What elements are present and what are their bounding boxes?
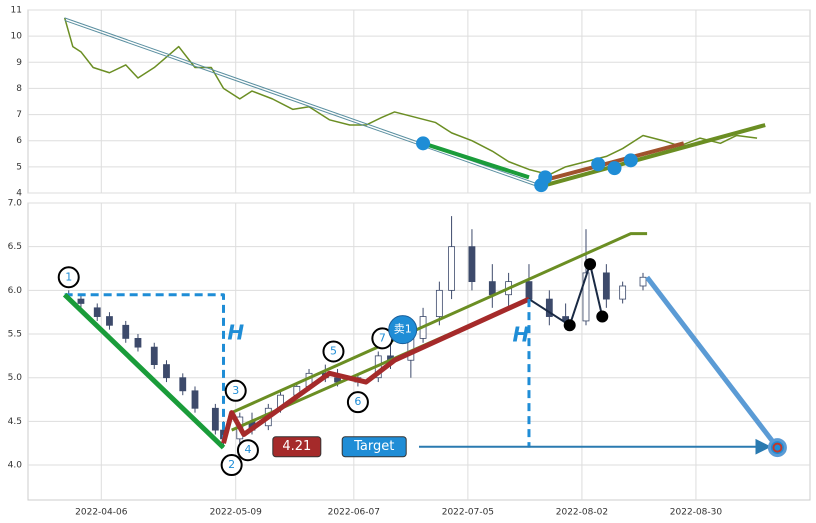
candle-body: [448, 246, 455, 291]
y-tick-label: 7: [16, 110, 22, 120]
wave-label: 4: [244, 443, 251, 456]
wave-circle: [322, 340, 345, 363]
y-tick-label: 8: [16, 84, 22, 94]
price-box-label: Target: [353, 439, 394, 454]
candle-body: [134, 337, 142, 348]
candle-body: [602, 272, 610, 300]
pattern-line: [422, 141, 530, 180]
target-dot: [772, 442, 783, 453]
price-box: [272, 436, 322, 458]
pattern-line: [528, 263, 604, 327]
price-line: [63, 17, 758, 176]
wave-circle: [220, 454, 243, 477]
y-tick-label: 7.0: [8, 199, 23, 209]
candle-body: [619, 285, 627, 300]
y-tick-label: 11: [11, 6, 22, 16]
y-tick-label: 5.0: [8, 373, 23, 383]
target-marker: [767, 438, 787, 458]
y-tick-label: 6.5: [8, 242, 22, 252]
pivot-marker: [607, 161, 622, 176]
x-tick-label: 2022-08-30: [670, 508, 723, 518]
pivot-marker: [538, 170, 553, 185]
x-tick-label: 2022-08-02: [556, 508, 608, 518]
candle-body: [525, 281, 533, 300]
candle-body: [582, 272, 590, 322]
wave-label: 6: [354, 395, 361, 408]
pattern-line: [645, 275, 780, 450]
pattern-line: [64, 19, 542, 189]
y-tick-label: 4: [16, 189, 22, 199]
candle-body: [435, 289, 443, 317]
y-tick-label: 6: [16, 136, 22, 146]
candle-body: [191, 390, 199, 409]
pattern-line: [231, 232, 648, 415]
height-label: H: [512, 322, 529, 346]
x-tick-label: 2022-05-09: [210, 508, 263, 518]
pivot-point: [584, 258, 597, 271]
wave-circle: [346, 391, 369, 414]
candle-body: [488, 281, 496, 296]
pattern-line: [62, 292, 226, 450]
wave-label: 2: [228, 458, 235, 471]
y-tick-label: 4.0: [8, 461, 23, 471]
wave-label: 7: [379, 331, 386, 344]
y-tick-label: 6.0: [8, 286, 23, 296]
wave-circle: [57, 266, 80, 289]
sell-label: 卖1: [394, 323, 412, 336]
candle-body: [545, 298, 553, 317]
price-box-label: 4.21: [282, 439, 311, 454]
candle-body: [122, 324, 130, 339]
candle-body: [163, 364, 170, 379]
candle-body: [211, 407, 219, 431]
pivot-point: [596, 310, 609, 323]
y-tick-label: 5.5: [8, 330, 22, 340]
candle-body: [468, 246, 476, 283]
sell-marker: [388, 315, 418, 345]
pattern-line: [64, 293, 225, 444]
pivot-marker: [416, 136, 431, 151]
wave-circle: [224, 379, 247, 402]
candle-body: [179, 377, 187, 392]
candle-body: [93, 307, 101, 317]
wave-circle: [236, 439, 259, 462]
y-tick-label: 9: [16, 58, 22, 68]
height-label: H: [227, 321, 244, 345]
wave-label: 5: [330, 345, 337, 358]
candle-body: [150, 346, 158, 366]
x-tick-label: 2022-07-05: [442, 508, 494, 518]
pattern-line: [221, 296, 531, 444]
wave-label: 1: [65, 270, 72, 283]
pivot-point: [563, 319, 576, 332]
candle-body: [77, 298, 85, 304]
pattern-line: [544, 123, 766, 188]
y-tick-label: 5: [16, 162, 22, 172]
price-box: [341, 436, 407, 458]
candle-body: [106, 316, 113, 326]
pivot-marker: [623, 153, 638, 168]
x-tick-label: 2022-06-07: [328, 508, 380, 518]
y-tick-label: 10: [11, 32, 23, 42]
x-tick-label: 2022-04-06: [75, 508, 128, 518]
top-panel: [27, 9, 811, 194]
y-tick-label: 4.5: [8, 417, 22, 427]
pivot-marker: [591, 157, 606, 172]
wave-label: 3: [232, 384, 239, 397]
candle-body: [639, 276, 647, 287]
